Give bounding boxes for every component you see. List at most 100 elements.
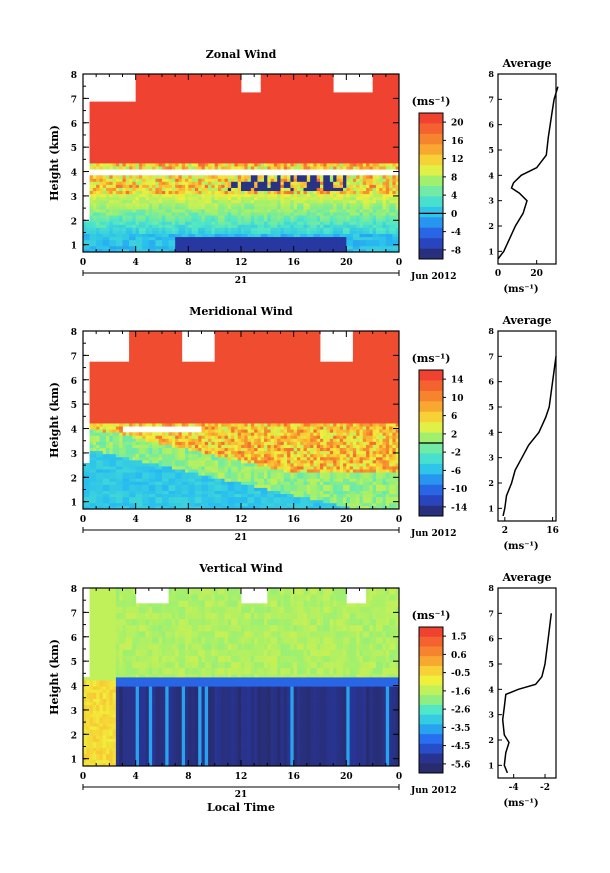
- heatmap-cell: [109, 150, 114, 155]
- heatmap-cell: [181, 153, 186, 158]
- heatmap-cell: [227, 181, 232, 185]
- heatmap-cell: [290, 196, 295, 201]
- heatmap-cell: [260, 138, 265, 142]
- heatmap-cell: [247, 233, 252, 238]
- heatmap-cell: [293, 80, 298, 84]
- heatmap-cell: [227, 138, 232, 142]
- heatmap-cell: [155, 126, 160, 130]
- heatmap-cell: [359, 116, 364, 121]
- heatmap-cell: [125, 218, 130, 222]
- heatmap-cell: [336, 135, 341, 139]
- heatmap-cell: [188, 199, 193, 204]
- heatmap-cell: [211, 80, 216, 84]
- heatmap-cell: [270, 166, 275, 170]
- heatmap-cell: [257, 233, 262, 238]
- heatmap-cell: [142, 92, 146, 96]
- heatmap-cell: [227, 248, 232, 253]
- heatmap-cell: [303, 132, 308, 136]
- heatmap-cell: [372, 132, 377, 136]
- heatmap-cell: [270, 129, 275, 133]
- heatmap-cell: [264, 205, 268, 210]
- heatmap-cell: [389, 156, 393, 161]
- heatmap-cell: [122, 138, 127, 142]
- heatmap-cell: [175, 98, 179, 103]
- heatmap-cell: [231, 175, 235, 179]
- heatmap-cell: [257, 126, 262, 130]
- heatmap-cell: [132, 159, 137, 164]
- heatmap-cell: [339, 181, 344, 185]
- heatmap-cell: [313, 199, 318, 204]
- heatmap-cell: [112, 138, 117, 142]
- heatmap-cell: [296, 116, 301, 121]
- heatmap-cell: [217, 215, 222, 219]
- heatmap-cell: [247, 236, 252, 241]
- heatmap-cell: [343, 224, 347, 228]
- heatmap-cell: [208, 233, 212, 238]
- heatmap-cell: [359, 227, 364, 231]
- heatmap-cell: [234, 101, 239, 106]
- heatmap-cell: [152, 156, 156, 161]
- heatmap-cell: [372, 144, 377, 149]
- heatmap-cell: [112, 239, 117, 244]
- heatmap-cell: [106, 163, 110, 167]
- heatmap-cell: [198, 239, 202, 244]
- heatmap-cell: [165, 205, 169, 210]
- heatmap-cell: [293, 101, 298, 106]
- heatmap-cell: [352, 224, 357, 228]
- heatmap-cell: [372, 123, 377, 127]
- heatmap-cell: [260, 163, 265, 167]
- heatmap-cell: [379, 77, 383, 81]
- heatmap-cell: [385, 98, 390, 103]
- heatmap-cell: [162, 178, 166, 182]
- heatmap-cell: [257, 248, 262, 253]
- heatmap-cell: [316, 202, 321, 207]
- heatmap-cell: [132, 224, 137, 228]
- heatmap-cell: [224, 190, 229, 195]
- heatmap-cell: [185, 86, 189, 90]
- heatmap-cell: [349, 245, 354, 250]
- heatmap-cell: [326, 77, 331, 81]
- heatmap-cell: [119, 227, 123, 231]
- heatmap-cell: [227, 89, 232, 93]
- heatmap-cell: [273, 239, 278, 244]
- heatmap-cell: [280, 187, 285, 192]
- heatmap-cell: [208, 159, 212, 164]
- heatmap-cell: [115, 227, 120, 231]
- heatmap-cell: [326, 138, 331, 142]
- heatmap-cell: [362, 199, 367, 204]
- heatmap-cell: [356, 199, 360, 204]
- heatmap-cell: [326, 107, 331, 112]
- heatmap-cell: [293, 227, 298, 231]
- heatmap-cell: [227, 212, 232, 216]
- heatmap-cell: [247, 141, 252, 145]
- heatmap-cell: [89, 227, 94, 231]
- heatmap-cell: [152, 205, 156, 210]
- heatmap-cell: [89, 113, 94, 118]
- heatmap-cell: [287, 159, 291, 164]
- heatmap-cell: [329, 178, 334, 182]
- heatmap-cell: [214, 184, 219, 188]
- heatmap-cell: [158, 227, 163, 231]
- heatmap-cell: [237, 147, 242, 152]
- heatmap-cell: [231, 159, 235, 164]
- heatmap-cell: [300, 150, 304, 155]
- heatmap-cell: [369, 178, 374, 182]
- heatmap-cell: [362, 159, 367, 164]
- heatmap-cell: [135, 129, 140, 133]
- heatmap-cell: [352, 116, 357, 121]
- heatmap-cell: [280, 150, 285, 155]
- heatmap-cell: [138, 95, 143, 99]
- heatmap-cell: [290, 181, 295, 185]
- heatmap-cell: [244, 181, 248, 185]
- heatmap-cell: [320, 132, 324, 136]
- heatmap-cell: [214, 129, 219, 133]
- heatmap-cell: [185, 126, 189, 130]
- heatmap-cell: [329, 212, 334, 216]
- heatmap-cell: [352, 190, 357, 195]
- heatmap-cell: [152, 209, 156, 213]
- heatmap-cell: [99, 166, 104, 170]
- heatmap-cell: [148, 104, 153, 109]
- heatmap-cell: [115, 224, 120, 228]
- heatmap-cell: [135, 74, 140, 78]
- heatmap-cell: [283, 202, 288, 207]
